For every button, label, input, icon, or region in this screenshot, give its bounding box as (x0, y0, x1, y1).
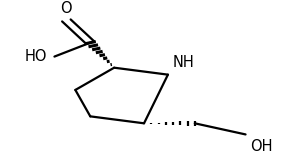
Text: HO: HO (25, 49, 47, 64)
Text: NH: NH (172, 55, 194, 70)
Text: OH: OH (250, 139, 272, 154)
Text: O: O (61, 1, 72, 16)
